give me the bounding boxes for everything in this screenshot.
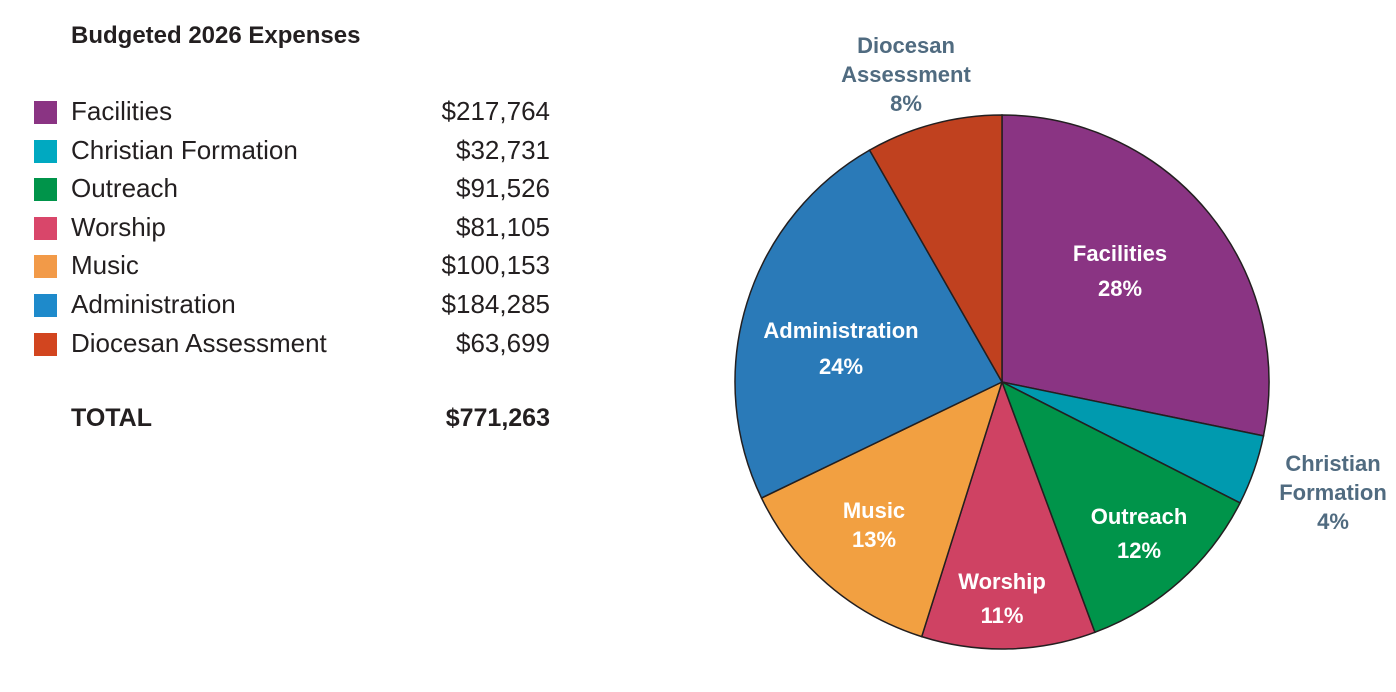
- legend-value: $184,285: [441, 288, 550, 319]
- pie-slice-diocesan-assessment: [868, 114, 1003, 385]
- legend-swatch: [34, 178, 57, 202]
- legend-item: Worship $81,105: [34, 212, 550, 251]
- legend-swatch: [34, 101, 57, 124]
- slice-label-percent: 24%: [819, 354, 863, 379]
- legend-label: Facilities: [71, 96, 173, 126]
- slice-label-percent: 4%: [1317, 509, 1349, 534]
- legend-value: $100,153: [441, 250, 550, 281]
- legend-item: Facilities $217,764: [34, 96, 550, 135]
- legend-label: Worship: [71, 211, 166, 242]
- slice-label-percent: 13%: [852, 527, 896, 552]
- legend-label: Christian Formation: [71, 134, 298, 165]
- pie-slice-music: [760, 380, 1004, 638]
- legend-swatch: [34, 139, 57, 163]
- legend-item: Christian Formation $32,731: [34, 135, 550, 174]
- slice-label: Administration 24%: [763, 318, 918, 379]
- legend-label: Outreach: [71, 173, 178, 204]
- legend-value: $81,105: [456, 211, 550, 242]
- slice-label-name: Administration: [763, 318, 918, 343]
- slice-label-name: Facilities: [1073, 241, 1167, 266]
- legend-item: Outreach $91,526: [34, 173, 550, 212]
- legend-item: Music $100,153: [34, 250, 550, 289]
- slice-label-name: Formation: [1279, 480, 1387, 505]
- slice-label-name: Assessment: [841, 62, 971, 87]
- slice-label: Outreach 12%: [1091, 504, 1188, 563]
- legend-swatch: [34, 255, 57, 279]
- slice-label: Music 13%: [843, 498, 905, 552]
- pie-slice-outreach: [1000, 380, 1242, 634]
- legend-swatch: [34, 216, 57, 240]
- total-value: $771,263: [445, 404, 550, 432]
- legend-value: $217,764: [441, 96, 550, 126]
- legend-item: Diocesan Assessment $63,699: [34, 328, 550, 367]
- slice-label-percent: 28%: [1098, 276, 1142, 301]
- slice-label-name: Diocesan: [857, 33, 955, 58]
- legend-label: Administration: [71, 288, 236, 319]
- slice-label-percent: 12%: [1117, 538, 1161, 563]
- slice-label-percent: 11%: [981, 603, 1024, 628]
- legend-label: Diocesan Assessment: [71, 327, 327, 358]
- slice-label-name: Music: [843, 498, 905, 523]
- slice-label: Diocesan Assessment 8%: [841, 33, 971, 116]
- pie-slice-administration: [734, 149, 1004, 500]
- legend-swatch: [34, 332, 57, 356]
- legend-value: $91,526: [456, 173, 550, 204]
- legend-swatch: [34, 293, 57, 317]
- legend-label: Music: [71, 250, 139, 281]
- slice-label-percent: 8%: [890, 91, 922, 116]
- chart-title: Budgeted 2026 Expenses: [71, 22, 361, 49]
- pie-slice-worship: [920, 379, 1096, 650]
- slice-label-name: Worship: [958, 569, 1046, 594]
- slice-label-name: Christian: [1285, 451, 1380, 476]
- legend: Facilities $217,764 Christian Formation …: [34, 96, 550, 366]
- legend-item: Administration $184,285: [34, 289, 550, 328]
- legend-value: $63,699: [456, 327, 550, 358]
- legend-value: $32,731: [456, 134, 550, 165]
- slice-label-name: Outreach: [1091, 504, 1188, 529]
- slice-label: Facilities 28%: [1073, 241, 1167, 301]
- slice-label: Christian Formation 4%: [1279, 451, 1387, 534]
- slice-label: Worship 11%: [958, 569, 1046, 628]
- total-label: TOTAL: [71, 404, 153, 432]
- pie-slice-facilities: [1001, 114, 1270, 437]
